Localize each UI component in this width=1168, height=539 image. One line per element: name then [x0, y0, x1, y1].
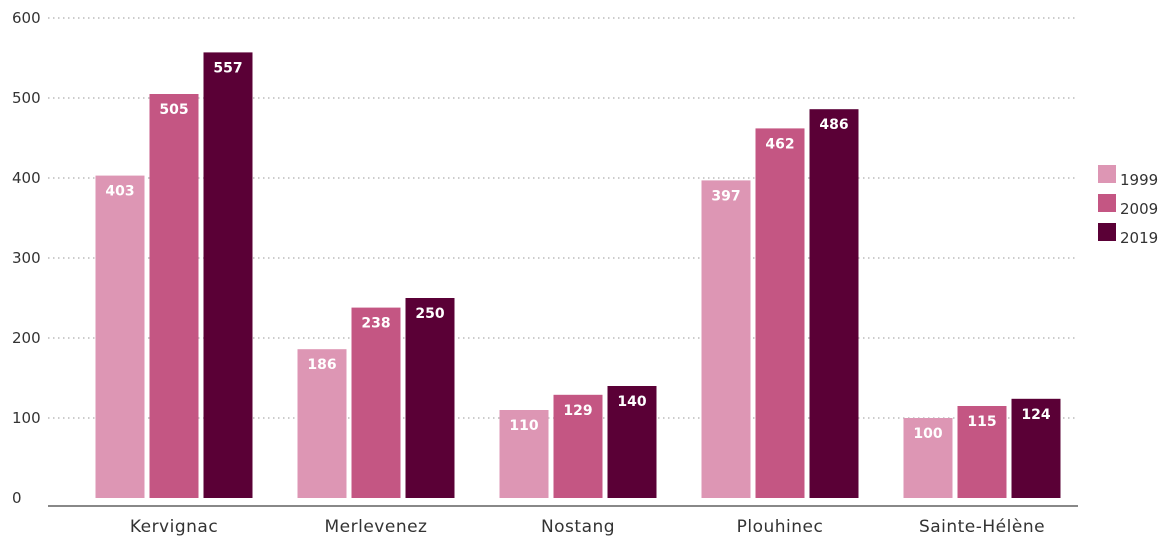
bar-value-label: 100: [913, 426, 942, 442]
y-tick-label: 400: [12, 169, 41, 187]
bar-value-label: 238: [361, 316, 390, 332]
bar-1999: [701, 180, 751, 498]
legend-label: 2009: [1120, 200, 1158, 218]
bar-2009: [755, 128, 805, 498]
bar-2019: [203, 52, 253, 499]
legend-label: 1999: [1120, 171, 1158, 189]
legend: 1999 2009 2019: [1098, 165, 1158, 247]
x-category-label: Plouhinec: [737, 517, 824, 537]
bar-value-label: 397: [711, 188, 740, 204]
y-tick-label: 200: [12, 329, 41, 347]
bar-2009: [553, 394, 603, 498]
x-category-label: Sainte-Hélène: [919, 517, 1045, 537]
bar-1999: [297, 349, 347, 498]
legend-label: 2019: [1120, 229, 1158, 247]
bar-2019: [405, 298, 455, 498]
bar-2019: [607, 386, 657, 498]
bar-1999: [903, 418, 953, 498]
x-category-label: Nostang: [541, 517, 615, 537]
y-tick-label: 100: [12, 409, 41, 427]
bar-value-label: 110: [509, 418, 538, 434]
bar-2009: [957, 406, 1007, 498]
bar-value-label: 186: [307, 357, 336, 373]
bar-value-label: 505: [159, 102, 188, 118]
legend-swatch: [1098, 223, 1116, 241]
bar-2019: [1011, 398, 1061, 498]
bar-2019: [809, 109, 859, 498]
y-tick-label: 600: [12, 9, 41, 27]
y-tick-label: 0: [12, 489, 22, 507]
value-labels: 403 505 557 186 238 250 110 129 140 397 462 486 100 1…: [105, 60, 1050, 442]
y-axis-tick-labels: 0 100 200 300 400 500 600: [12, 9, 41, 507]
bar-value-label: 557: [213, 60, 242, 76]
bar-value-label: 115: [967, 414, 996, 430]
grid-lines: [48, 17, 1078, 419]
y-tick-label: 500: [12, 89, 41, 107]
y-tick-label: 300: [12, 249, 41, 267]
bar-value-label: 250: [415, 306, 444, 322]
bar-value-label: 486: [819, 117, 848, 133]
x-category-label: Kervignac: [130, 517, 218, 537]
legend-swatch: [1098, 165, 1116, 183]
bar-value-label: 403: [105, 184, 134, 200]
bar-2009: [351, 307, 401, 498]
x-category-label: Merlevenez: [325, 517, 428, 537]
bars: [95, 52, 1061, 499]
bar-value-label: 129: [563, 403, 592, 419]
bar-1999: [95, 175, 145, 498]
bar-value-label: 140: [617, 394, 646, 410]
bar-value-label: 124: [1021, 407, 1050, 423]
bar-2009: [149, 94, 199, 498]
x-axis-category-labels: Kervignac Merlevenez Nostang Plouhinec Saint…: [130, 517, 1045, 537]
bar-value-label: 462: [765, 136, 794, 152]
legend-swatch: [1098, 194, 1116, 212]
bar-1999: [499, 410, 549, 498]
